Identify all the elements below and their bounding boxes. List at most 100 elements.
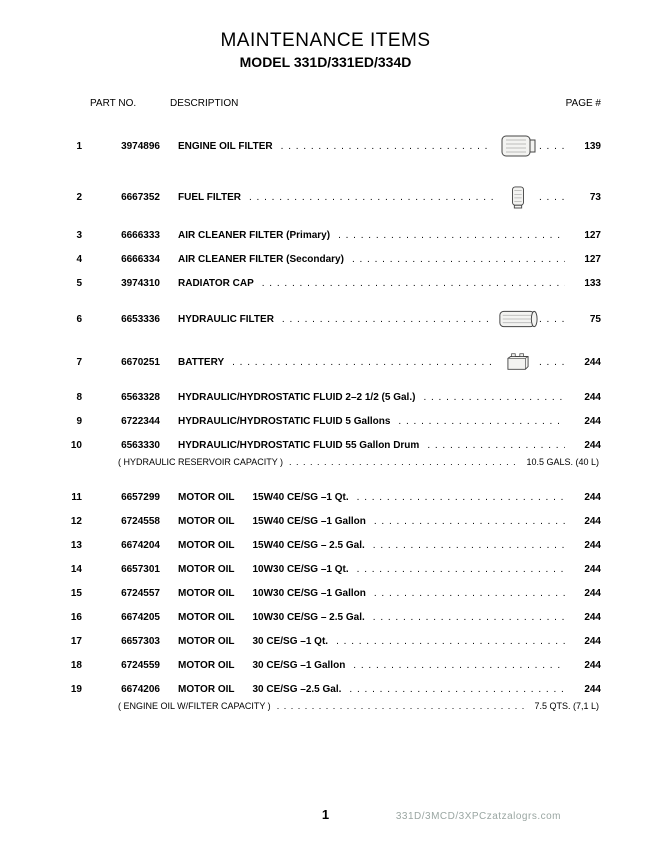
item-description: MOTOR OIL: [178, 516, 238, 527]
header-partno: PART NO.: [90, 98, 170, 109]
leader-dots: . . . . . . . . . . . . . . . . . . . . …: [357, 492, 565, 503]
item-description: HYDRAULIC/HYDROSTATIC FLUID 5 Gallons: [178, 416, 394, 427]
item-page: 244: [569, 357, 601, 368]
note-label: ( HYDRAULIC RESERVOIR CAPACITY ): [118, 457, 283, 467]
item-partno: 6653336: [82, 314, 178, 325]
item-description: HYDRAULIC/HYDROSTATIC FLUID 55 Gallon Dr…: [178, 440, 423, 451]
item-page: 244: [569, 612, 601, 623]
item-description: MOTOR OIL: [178, 660, 238, 671]
table-row: 2 6667352 FUEL FILTER . . . . . . . . . …: [58, 183, 601, 211]
leader-dots: . . . . . . . . . . . . . . . . . . . . …: [232, 357, 493, 368]
item-page: 139: [569, 141, 601, 152]
table-row: 16 6674205 MOTOR OIL10W30 CE/SG – 2.5 Ga…: [58, 607, 601, 627]
table-row: 5 3974310 RADIATOR CAP . . . . . . . . .…: [58, 273, 601, 293]
item-index: 2: [58, 192, 82, 203]
item-partno: 6657299: [82, 492, 178, 503]
leader-dots: . . . . . . . . . . . . . . . . . . . . …: [423, 392, 565, 403]
item-description: HYDRAULIC FILTER: [178, 314, 278, 325]
item-page: 244: [569, 564, 601, 575]
leader-dots: . . . . . . . . . . . . . . . . . . . . …: [398, 416, 565, 427]
item-index: 18: [58, 660, 82, 671]
item-partno: 6666334: [82, 254, 178, 265]
hydfilter-icon: [497, 307, 539, 331]
table-row: 6 6653336 HYDRAULIC FILTER . . . . . . .…: [58, 307, 601, 331]
item-description: MOTOR OIL: [178, 684, 238, 695]
item-index: 3: [58, 230, 82, 241]
item-spec: 10W30 CE/SG – 2.5 Gal.: [238, 612, 368, 623]
item-index: 14: [58, 564, 82, 575]
table-row: 19 6674206 MOTOR OIL30 CE/SG –2.5 Gal. .…: [58, 679, 601, 699]
item-page: 133: [569, 278, 601, 289]
item-page: 127: [569, 230, 601, 241]
leader-dots: . . . . . . . . . . . . . . . . . . . . …: [338, 230, 565, 241]
leader-dots: . . . . . . . . . . . . . . . . . . . . …: [427, 440, 565, 451]
item-partno: 6674204: [82, 540, 178, 551]
item-partno: 6724558: [82, 516, 178, 527]
item-description: RADIATOR CAP: [178, 278, 258, 289]
table-row: 12 6724558 MOTOR OIL15W40 CE/SG –1 Gallo…: [58, 511, 601, 531]
leader-dots: . . . . . . . . . . . . . . . . . . . . …: [282, 314, 493, 325]
item-partno: 6724557: [82, 588, 178, 599]
item-index: 17: [58, 636, 82, 647]
item-index: 4: [58, 254, 82, 265]
table-row: 7 6670251 BATTERY . . . . . . . . . . . …: [58, 351, 601, 373]
table-row: 13 6674204 MOTOR OIL15W40 CE/SG – 2.5 Ga…: [58, 535, 601, 555]
item-description: MOTOR OIL: [178, 564, 238, 575]
item-page: 244: [569, 684, 601, 695]
item-index: 16: [58, 612, 82, 623]
item-description: MOTOR OIL: [178, 588, 238, 599]
leader-dots: . . . . . . . . . . . . . . . . . . . . …: [539, 141, 569, 152]
table-row: 18 6724559 MOTOR OIL30 CE/SG –1 Gallon .…: [58, 655, 601, 675]
table-row: 4 6666334 AIR CLEANER FILTER (Secondary)…: [58, 249, 601, 269]
table-row: 14 6657301 MOTOR OIL10W30 CE/SG –1 Qt. .…: [58, 559, 601, 579]
page-subtitle: MODEL 331D/331ED/334D: [50, 54, 601, 70]
note-value: 7.5 QTS. (7,1 L): [534, 701, 601, 711]
table-row: 1 3974896 ENGINE OIL FILTER . . . . . . …: [58, 129, 601, 163]
item-index: 13: [58, 540, 82, 551]
leader-dots: . . . . . . . . . . . . . . . . . . . . …: [336, 636, 565, 647]
leader-dots: . . . . . . . . . . . . . . . . . . . . …: [352, 254, 565, 265]
item-description: AIR CLEANER FILTER (Primary): [178, 230, 334, 241]
item-spec: 30 CE/SG –1 Qt.: [238, 636, 332, 647]
item-index: 8: [58, 392, 82, 403]
item-description: MOTOR OIL: [178, 492, 238, 503]
item-description: AIR CLEANER FILTER (Secondary): [178, 254, 348, 265]
item-partno: 6657301: [82, 564, 178, 575]
item-page: 244: [569, 492, 601, 503]
item-partno: 3974310: [82, 278, 178, 289]
leader-dots: . . . . . . . . . . . . . . . . . . . . …: [357, 564, 565, 575]
item-description: HYDRAULIC/HYDROSTATIC FLUID 2–2 1/2 (5 G…: [178, 392, 419, 403]
item-description: MOTOR OIL: [178, 636, 238, 647]
table-row: 9 6722344 HYDRAULIC/HYDROSTATIC FLUID 5 …: [58, 411, 601, 431]
leader-dots: . . . . . . . . . . . . . . . . . . . . …: [373, 612, 565, 623]
header-page: PAGE #: [546, 98, 601, 109]
item-index: 7: [58, 357, 82, 368]
item-index: 15: [58, 588, 82, 599]
item-spec: 30 CE/SG –1 Gallon: [238, 660, 349, 671]
items-list: 1 3974896 ENGINE OIL FILTER . . . . . . …: [58, 129, 601, 711]
item-index: 6: [58, 314, 82, 325]
battery-icon: [505, 351, 531, 373]
leader-dots: . . . . . . . . . . . . . . . . . . . . …: [539, 192, 569, 203]
note-label: ( ENGINE OIL W/FILTER CAPACITY ): [118, 701, 271, 711]
item-description: FUEL FILTER: [178, 192, 245, 203]
leader-dots: . . . . . . . . . . . . . . . . . . . . …: [281, 141, 493, 152]
item-page: 244: [569, 588, 601, 599]
item-index: 1: [58, 141, 82, 152]
table-row: 11 6657299 MOTOR OIL15W40 CE/SG –1 Qt. .…: [58, 487, 601, 507]
table-row: 8 6563328 HYDRAULIC/HYDROSTATIC FLUID 2–…: [58, 387, 601, 407]
item-partno: 3974896: [82, 141, 178, 152]
fuelfilter-icon: [507, 183, 529, 211]
item-page: 244: [569, 440, 601, 451]
page: MAINTENANCE ITEMS MODEL 331D/331ED/334D …: [0, 0, 651, 844]
item-spec: 10W30 CE/SG –1 Gallon: [238, 588, 369, 599]
item-index: 19: [58, 684, 82, 695]
item-partno: 6666333: [82, 230, 178, 241]
column-headers: PART NO. DESCRIPTION PAGE #: [90, 98, 601, 109]
item-spec: 30 CE/SG –2.5 Gal.: [238, 684, 345, 695]
item-partno: 6563330: [82, 440, 178, 451]
item-page: 73: [569, 192, 601, 203]
table-row: 17 6657303 MOTOR OIL30 CE/SG –1 Qt. . . …: [58, 631, 601, 651]
item-page: 244: [569, 636, 601, 647]
leader-dots: . . . . . . . . . . . . . . . . . . . . …: [373, 540, 565, 551]
